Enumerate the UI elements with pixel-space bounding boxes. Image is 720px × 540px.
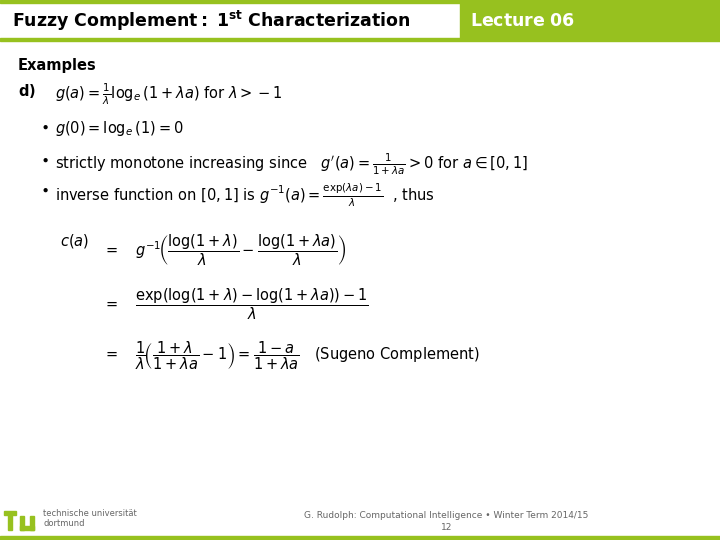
Text: $\bullet$: $\bullet$ — [40, 182, 49, 197]
Bar — [20, 516, 24, 530]
Text: $g(0) = \log_e(1) = 0$: $g(0) = \log_e(1) = 0$ — [55, 119, 184, 138]
Text: $g(a) = \frac{1}{\lambda}\log_e(1+\lambda a)$ for $\lambda > -1$: $g(a) = \frac{1}{\lambda}\log_e(1+\lambd… — [55, 82, 283, 107]
Bar — [0, 536, 720, 540]
Text: technische universität: technische universität — [43, 510, 137, 518]
Text: inverse function on $[0,1]$ is $g^{-1}(a) = \frac{\exp(\lambda a)-1}{\lambda}$  : inverse function on $[0,1]$ is $g^{-1}(a… — [55, 182, 435, 210]
Text: $c(a)$: $c(a)$ — [60, 232, 89, 250]
Text: $\mathbf{Fuzzy\ Complement:\ 1^{st}\ Characterization}$: $\mathbf{Fuzzy\ Complement:\ 1^{st}\ Cha… — [12, 9, 411, 32]
Bar — [0, 38, 720, 41]
Text: $\bullet$: $\bullet$ — [40, 119, 49, 134]
Bar — [0, 498, 720, 536]
Text: $= \quad \dfrac{1}{\lambda}\!\left(\dfrac{1+\lambda}{1+\lambda a}-1\right) = \df: $= \quad \dfrac{1}{\lambda}\!\left(\dfra… — [103, 339, 480, 372]
Bar — [0, 0, 720, 3]
Text: Examples: Examples — [18, 58, 96, 73]
Text: $\mathbf{Lecture\ 06}$: $\mathbf{Lecture\ 06}$ — [470, 11, 575, 30]
Text: strictly monotone increasing since   $g'(a) = \frac{1}{1+\lambda a} > 0$ for $a : strictly monotone increasing since $g'(a… — [55, 152, 528, 177]
Bar — [8, 512, 12, 530]
Text: dortmund: dortmund — [43, 519, 84, 529]
Text: G. Rudolph: Computational Intelligence • Winter Term 2014/15: G. Rudolph: Computational Intelligence •… — [305, 510, 588, 519]
Text: $= \quad \dfrac{\exp(\log(1+\lambda)-\log(1+\lambda a))-1}{\lambda}$: $= \quad \dfrac{\exp(\log(1+\lambda)-\lo… — [103, 286, 369, 321]
Text: 12: 12 — [441, 523, 452, 531]
Bar — [0, 0, 720, 38]
Text: $\mathbf{d)}$: $\mathbf{d)}$ — [18, 82, 36, 100]
Bar — [4, 511, 16, 515]
Bar — [20, 526, 34, 530]
Bar — [460, 3, 720, 38]
Bar — [30, 516, 34, 530]
Text: $= \quad g^{-1}\!\left(\dfrac{\log(1+\lambda)}{\lambda} - \dfrac{\log(1+\lambda : $= \quad g^{-1}\!\left(\dfrac{\log(1+\la… — [103, 232, 346, 267]
Text: $\bullet$: $\bullet$ — [40, 152, 49, 167]
